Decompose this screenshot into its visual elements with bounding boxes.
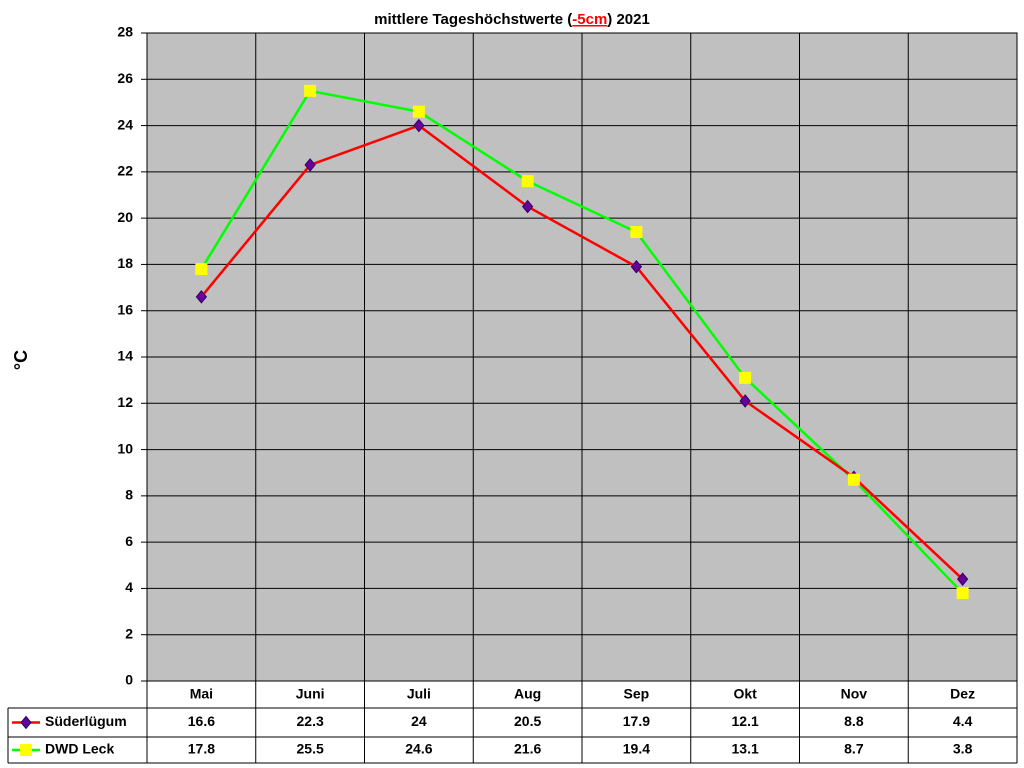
x-tick-label: Mai xyxy=(190,686,213,702)
x-tick-label: Nov xyxy=(841,686,868,702)
marker xyxy=(630,259,643,274)
table-value: 13.1 xyxy=(732,741,759,757)
legend-marker xyxy=(20,715,32,730)
table-value: 19.4 xyxy=(623,741,650,757)
title-part: -5cm xyxy=(572,11,607,28)
table-value: 24 xyxy=(411,713,427,729)
y-tick-label: 4 xyxy=(125,579,133,595)
table-value: 20.5 xyxy=(514,713,541,729)
marker xyxy=(956,572,969,586)
table-value: 3.8 xyxy=(953,741,973,757)
marker xyxy=(739,394,751,408)
y-tick-label: 16 xyxy=(117,301,133,317)
y-tick-label: 6 xyxy=(125,533,133,549)
marker xyxy=(195,290,208,304)
table-value: 25.5 xyxy=(297,741,324,757)
series-line xyxy=(200,124,964,581)
x-tick-label: Juli xyxy=(407,686,431,702)
table-value: 24.6 xyxy=(405,741,432,757)
marker xyxy=(304,158,316,172)
marker xyxy=(630,226,643,239)
y-tick-label: 0 xyxy=(125,672,133,688)
y-tick-label: 20 xyxy=(117,209,133,225)
x-tick-label: Aug xyxy=(514,686,541,702)
table-value: 17.8 xyxy=(188,741,215,757)
table-value: 4.4 xyxy=(953,713,973,729)
table-value: 12.1 xyxy=(732,713,759,729)
marker xyxy=(412,105,425,118)
x-tick-label: Sep xyxy=(624,686,650,702)
title-part: mittlere Tageshöchstwerte ( xyxy=(374,11,572,28)
title-part: ) 2021 xyxy=(607,11,650,28)
y-axis-label: °C xyxy=(11,350,31,370)
marker xyxy=(304,84,317,97)
y-tick-label: 24 xyxy=(117,116,133,132)
table-value: 21.6 xyxy=(514,741,541,757)
marker xyxy=(956,587,969,600)
y-tick-label: 2 xyxy=(125,625,133,641)
legend-label: Süderlügum xyxy=(45,713,127,729)
x-tick-label: Okt xyxy=(733,686,757,702)
marker xyxy=(739,371,752,384)
y-tick-label: 14 xyxy=(117,348,133,364)
marker xyxy=(847,473,860,486)
marker xyxy=(195,263,208,276)
y-tick-label: 28 xyxy=(117,24,133,40)
table-value: 16.6 xyxy=(188,713,215,729)
marker xyxy=(413,118,425,133)
marker xyxy=(521,199,534,214)
y-tick-label: 26 xyxy=(117,70,133,86)
table-value: 17.9 xyxy=(623,713,650,729)
marker xyxy=(521,175,534,188)
y-tick-label: 18 xyxy=(117,255,133,271)
y-tick-label: 8 xyxy=(125,487,133,503)
y-tick-label: 22 xyxy=(117,163,133,179)
table-value: 8.7 xyxy=(844,741,864,757)
table-value: 8.8 xyxy=(844,713,864,729)
x-tick-label: Dez xyxy=(950,686,975,702)
series-line xyxy=(200,89,964,594)
table-value: 22.3 xyxy=(297,713,324,729)
legend-marker xyxy=(20,744,32,756)
y-tick-label: 10 xyxy=(117,440,133,456)
chart-title: mittlere Tageshöchstwerte (-5cm) 2021 xyxy=(374,11,650,28)
legend-label: DWD Leck xyxy=(45,741,114,757)
x-tick-label: Juni xyxy=(296,686,325,702)
y-tick-label: 12 xyxy=(117,394,133,410)
